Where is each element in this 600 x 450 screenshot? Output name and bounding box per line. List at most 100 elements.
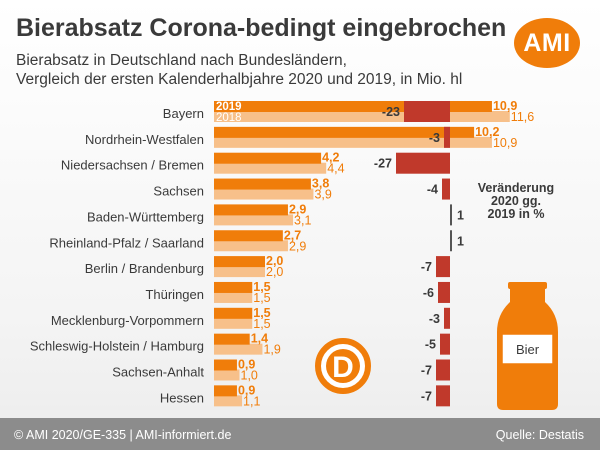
coin-letter: D: [332, 351, 354, 384]
category-label: Berlin / Brandenburg: [85, 261, 204, 276]
value-label-2018: 1,5: [253, 291, 270, 305]
value-label-2019: 1,4: [251, 332, 268, 346]
change-title-line: Veränderung: [478, 181, 554, 195]
change-label: 1: [457, 234, 464, 248]
change-label: -4: [427, 183, 438, 197]
change-label: -3: [429, 312, 440, 326]
bar-2019: [214, 230, 283, 242]
change-bar: [442, 178, 450, 200]
bar-2018: [214, 162, 327, 174]
bar-2019: [214, 126, 475, 138]
change-label: -6: [423, 286, 434, 300]
copyright-text: © AMI 2020/GE-335 | AMI-informiert.de: [14, 428, 232, 442]
change-bar: [404, 101, 450, 122]
change-label: -7: [421, 364, 432, 378]
beer-bottle-icon: Bier: [497, 282, 558, 410]
ami-logo-text: AMI: [523, 28, 571, 57]
bar-2019: [214, 178, 311, 190]
change-label: -3: [429, 131, 440, 145]
category-label: Baden-Württemberg: [87, 209, 204, 224]
change-bar: [436, 359, 450, 381]
value-label-2019: 10,2: [475, 125, 499, 139]
change-bar: [450, 230, 452, 252]
change-bar: [444, 126, 450, 148]
bar-2019: [214, 101, 492, 112]
change-bar: [444, 307, 450, 329]
value-label-2018: 10,9: [493, 136, 517, 150]
value-label-2018: 1,0: [241, 369, 258, 383]
bar-2019: [214, 204, 288, 216]
subtitle-line-2: Vergleich der ersten Kalenderhalbjahre 2…: [16, 71, 463, 88]
beer-sales-chart: D Bier Bayern 10,911,6-23Nordrhein-Westfa…: [30, 99, 558, 410]
value-label-2019: 0,9: [238, 358, 255, 372]
bar-2019: [214, 281, 253, 293]
category-label: Sachsen-Anhalt: [112, 365, 204, 380]
value-label-2018: 1,5: [253, 317, 270, 331]
ami-logo: AMI: [514, 18, 580, 68]
change-bar: [450, 204, 452, 226]
change-label: -5: [425, 338, 436, 352]
bar-2018: [214, 291, 253, 303]
bar-2018: [214, 369, 240, 381]
change-label: -27: [374, 157, 392, 171]
footer: © AMI 2020/GE-335 | AMI-informiert.de Qu…: [0, 418, 600, 450]
value-label-2019: 0,9: [238, 383, 255, 397]
legend-2019: 2019: [216, 101, 242, 113]
value-label-2019: 4,2: [322, 151, 339, 165]
category-label: Thüringen: [145, 287, 204, 302]
bar-2019: [214, 256, 265, 268]
value-label-2019: 1,5: [253, 280, 270, 294]
change-bar: [396, 152, 450, 174]
change-bar: [438, 281, 450, 303]
bar-2019: [214, 385, 237, 397]
value-label-2019: 2,7: [284, 228, 301, 242]
value-label-2018: 4,4: [327, 162, 344, 176]
change-bar: [440, 333, 450, 355]
change-title-line: 2020 gg.: [491, 194, 541, 208]
bar-2018: [214, 266, 265, 278]
bar-2019: [214, 359, 237, 371]
bar-2018: [214, 395, 243, 407]
bar-2018: [214, 240, 288, 252]
change-bar: [436, 256, 450, 278]
category-label: Bayern: [163, 106, 204, 121]
value-label-2018: 1,1: [243, 394, 260, 408]
category-label: Hessen: [160, 390, 204, 405]
value-label-2019: 10,9: [493, 99, 517, 113]
source-text: Quelle: Destatis: [495, 428, 584, 442]
bottle-label: Bier: [516, 342, 540, 357]
value-label-2018: 3,9: [314, 188, 331, 202]
category-label: Nordrhein-Westfalen: [85, 132, 204, 147]
change-label: -7: [421, 389, 432, 403]
change-label: 1: [457, 208, 464, 222]
page-title: Bierabsatz Corona-bedingt eingebrochen: [16, 14, 507, 42]
value-label-2018: 3,1: [294, 213, 311, 227]
subtitle-line-1: Bierabsatz in Deutschland nach Bundeslän…: [16, 52, 347, 69]
coin-icon: D: [315, 338, 371, 394]
value-label-2019: 3,8: [312, 177, 329, 191]
value-label-2018: 2,9: [289, 239, 306, 253]
value-label-2018: 2,0: [266, 265, 283, 279]
bar-2018: [214, 188, 314, 200]
bar-2019: [214, 333, 250, 345]
value-label-2019: 2,9: [289, 202, 306, 216]
bar-2018: [214, 111, 510, 122]
change-label: -23: [382, 105, 400, 119]
change-label: -7: [421, 260, 432, 274]
bar-2018: [214, 136, 492, 148]
change-title-line: 2019 in %: [488, 207, 545, 221]
category-label: Schleswig-Holstein / Hamburg: [30, 339, 204, 354]
value-label-2019: 2,0: [266, 254, 283, 268]
category-label: Sachsen: [153, 184, 204, 199]
bar-2019: [214, 152, 322, 164]
category-label: Rheinland-Pfalz / Saarland: [49, 235, 204, 250]
bar-2018: [214, 317, 253, 329]
value-label-2019: 1,5: [253, 306, 270, 320]
value-label-2018: 11,6: [511, 110, 534, 124]
category-label: Niedersachsen / Bremen: [61, 158, 204, 173]
value-label-2018: 1,9: [263, 343, 280, 357]
change-bar: [436, 385, 450, 407]
legend-2018: 2018: [216, 112, 242, 124]
bar-2019: [214, 307, 253, 319]
